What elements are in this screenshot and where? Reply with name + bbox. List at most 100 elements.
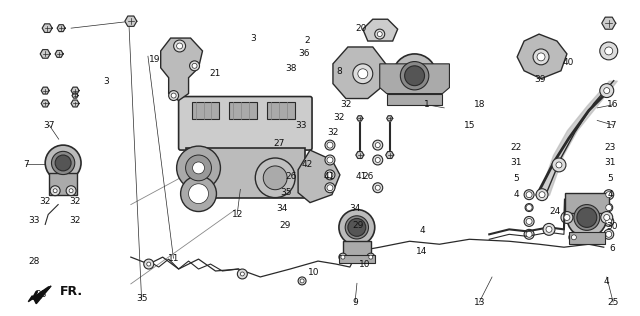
- Text: 17: 17: [606, 121, 618, 130]
- Circle shape: [325, 140, 335, 150]
- Circle shape: [404, 66, 424, 86]
- Text: 26: 26: [362, 172, 374, 181]
- Circle shape: [556, 162, 562, 168]
- Text: 41: 41: [324, 172, 335, 181]
- Text: 23: 23: [604, 143, 616, 152]
- Circle shape: [339, 210, 375, 245]
- Circle shape: [353, 64, 372, 84]
- Circle shape: [171, 93, 176, 98]
- Text: 34: 34: [276, 204, 287, 213]
- Text: 3: 3: [250, 34, 256, 43]
- Bar: [268, 101, 295, 119]
- Text: 32: 32: [69, 198, 81, 206]
- Text: 11: 11: [168, 254, 179, 263]
- Circle shape: [564, 215, 570, 221]
- Circle shape: [300, 279, 304, 283]
- Circle shape: [536, 189, 548, 201]
- Circle shape: [263, 166, 287, 190]
- Bar: [229, 101, 257, 119]
- Text: 34: 34: [349, 204, 361, 213]
- Circle shape: [526, 218, 532, 224]
- Circle shape: [51, 151, 75, 174]
- Circle shape: [327, 157, 333, 163]
- Text: FR.: FR.: [60, 285, 83, 298]
- Circle shape: [524, 229, 534, 239]
- Circle shape: [327, 142, 333, 148]
- Text: 39: 39: [534, 75, 545, 83]
- Circle shape: [345, 216, 369, 239]
- Circle shape: [45, 145, 81, 181]
- Circle shape: [605, 47, 612, 55]
- Text: 32: 32: [39, 198, 51, 206]
- Circle shape: [533, 49, 549, 65]
- Bar: [565, 193, 609, 213]
- Text: 30: 30: [606, 222, 618, 231]
- Text: 4: 4: [419, 226, 425, 234]
- Text: 28: 28: [35, 290, 47, 299]
- Circle shape: [605, 192, 612, 198]
- Polygon shape: [57, 25, 65, 32]
- Text: 29: 29: [353, 221, 364, 230]
- Text: 15: 15: [464, 121, 476, 130]
- Text: 42: 42: [301, 160, 313, 169]
- Text: 25: 25: [607, 298, 619, 307]
- Circle shape: [372, 140, 383, 150]
- Circle shape: [567, 198, 607, 237]
- Text: 33: 33: [295, 121, 307, 130]
- Bar: [191, 101, 220, 119]
- Circle shape: [393, 54, 436, 98]
- Circle shape: [193, 162, 205, 174]
- Polygon shape: [41, 100, 49, 107]
- Text: 35: 35: [280, 188, 292, 197]
- Text: 20: 20: [356, 24, 367, 33]
- Circle shape: [241, 272, 244, 276]
- Circle shape: [401, 62, 429, 90]
- Bar: [339, 255, 375, 263]
- Circle shape: [543, 223, 555, 235]
- Text: 7: 7: [23, 160, 28, 169]
- Circle shape: [526, 204, 532, 210]
- Circle shape: [539, 192, 545, 198]
- Text: 2: 2: [305, 36, 310, 45]
- Circle shape: [604, 229, 614, 239]
- Text: 31: 31: [604, 158, 616, 167]
- Circle shape: [604, 88, 610, 94]
- Circle shape: [255, 158, 295, 198]
- Circle shape: [605, 231, 612, 237]
- Text: 4: 4: [607, 190, 612, 198]
- Circle shape: [601, 211, 612, 223]
- Polygon shape: [55, 51, 63, 58]
- Circle shape: [605, 204, 612, 210]
- Circle shape: [526, 231, 532, 237]
- Circle shape: [525, 204, 533, 211]
- Bar: [49, 173, 77, 195]
- Text: 28: 28: [29, 257, 40, 266]
- Text: 10: 10: [359, 260, 371, 269]
- Circle shape: [372, 183, 383, 193]
- Text: 32: 32: [340, 100, 351, 109]
- Circle shape: [177, 43, 182, 49]
- Circle shape: [189, 61, 200, 71]
- Text: 22: 22: [511, 143, 522, 152]
- Circle shape: [377, 32, 382, 37]
- Circle shape: [192, 63, 197, 68]
- Circle shape: [577, 208, 596, 228]
- Circle shape: [325, 183, 335, 193]
- Polygon shape: [602, 17, 616, 29]
- Text: 14: 14: [416, 247, 428, 257]
- FancyBboxPatch shape: [179, 97, 312, 150]
- Text: 32: 32: [333, 113, 345, 122]
- Text: 12: 12: [232, 210, 243, 219]
- Text: 4: 4: [513, 190, 519, 198]
- Circle shape: [186, 155, 211, 181]
- Circle shape: [569, 232, 579, 242]
- Polygon shape: [363, 19, 397, 41]
- Polygon shape: [387, 116, 393, 121]
- Text: 8: 8: [336, 67, 342, 76]
- Circle shape: [524, 216, 534, 226]
- Text: 37: 37: [44, 121, 55, 130]
- Text: 6: 6: [609, 244, 615, 253]
- Circle shape: [50, 186, 60, 196]
- Circle shape: [358, 69, 368, 79]
- Text: 5: 5: [607, 174, 613, 183]
